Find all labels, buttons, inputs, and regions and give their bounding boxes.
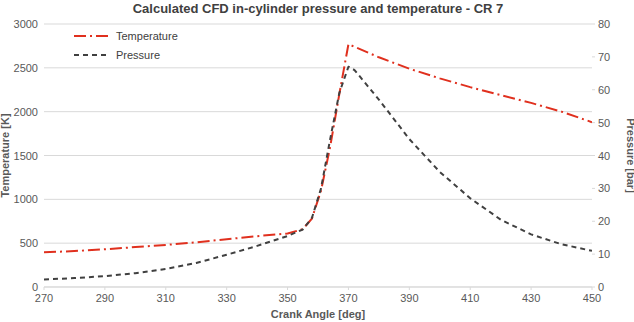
- grid-line: [44, 111, 592, 112]
- grid-line: [44, 243, 592, 244]
- y2-tick-label: 70: [598, 51, 610, 63]
- legend-swatch: [74, 35, 108, 37]
- y-tick-label: 2500: [14, 62, 38, 74]
- chart-title: Calculated CFD in-cylinder pressure and …: [133, 1, 504, 16]
- y-tick-label: 500: [20, 237, 38, 249]
- y2-tick: [592, 56, 595, 57]
- y2-tick: [592, 188, 595, 189]
- y-tick-label: 1500: [14, 150, 38, 162]
- x-tick-label: 430: [522, 292, 540, 304]
- x-tick-label: 410: [461, 292, 479, 304]
- y2-axis-label: Pressure [bar]: [625, 118, 634, 193]
- grid-line: [44, 287, 592, 288]
- plot-area: [44, 44, 592, 279]
- x-axis-label: Crank Angle [deg]: [271, 308, 366, 320]
- x-tick-label: 310: [157, 292, 175, 304]
- y-axis-label: Temperature [K]: [0, 113, 11, 197]
- x-tick-label: 270: [35, 292, 53, 304]
- y2-tick-label: 30: [598, 182, 610, 194]
- grid-line: [44, 24, 592, 25]
- grid-line: [44, 155, 592, 156]
- x-axis-line: [44, 287, 592, 288]
- y2-tick-label: 60: [598, 84, 610, 96]
- y2-tick: [592, 89, 595, 90]
- y2-tick-label: 80: [598, 18, 610, 30]
- y-tick-label: 1000: [14, 193, 38, 205]
- x-tick-label: 330: [217, 292, 235, 304]
- legend-swatch: [74, 54, 108, 56]
- x-tick-label: 350: [278, 292, 296, 304]
- y2-tick: [592, 122, 595, 123]
- series-line: [44, 67, 592, 280]
- y2-tick-label: 20: [598, 215, 610, 227]
- legend-label: Pressure: [116, 49, 160, 61]
- y2-tick: [592, 24, 595, 25]
- y-tick-label: 2000: [14, 106, 38, 118]
- y-tick-label: 3000: [14, 18, 38, 30]
- y2-tick: [592, 155, 595, 156]
- legend: Temperature Pressure: [74, 30, 178, 61]
- legend-label: Temperature: [116, 30, 178, 42]
- x-tick-label: 290: [96, 292, 114, 304]
- x-tick-label: 390: [400, 292, 418, 304]
- y2-tick-label: 50: [598, 117, 610, 129]
- x-tick-label: 450: [583, 292, 601, 304]
- y2-tick-label: 40: [598, 150, 610, 162]
- chart: Calculated CFD in-cylinder pressure and …: [0, 0, 634, 322]
- x-tick-label: 370: [339, 292, 357, 304]
- grid-line: [44, 67, 592, 68]
- series-line: [44, 44, 592, 252]
- y2-tick: [592, 221, 595, 222]
- y2-tick: [592, 254, 595, 255]
- y2-tick-label: 10: [598, 248, 610, 260]
